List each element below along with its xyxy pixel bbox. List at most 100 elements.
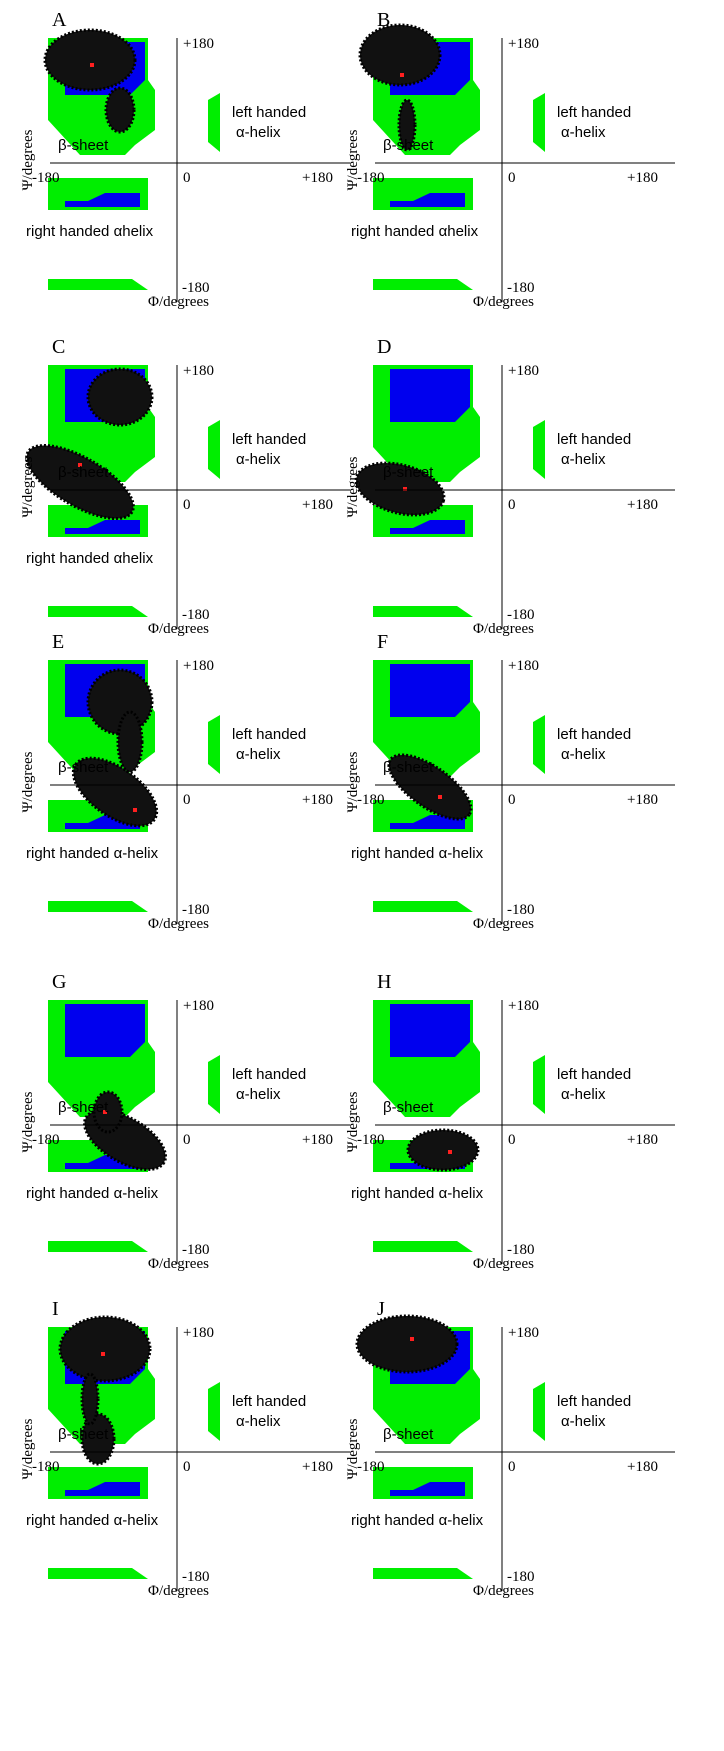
y-axis-title: Ψ/degrees xyxy=(20,1418,36,1479)
point-cloud xyxy=(354,461,446,517)
point-cloud xyxy=(104,86,136,134)
panel-label: H xyxy=(377,971,391,993)
y-axis-title: Ψ/degrees xyxy=(20,751,36,812)
psi-top: +180 xyxy=(508,1325,539,1341)
phi-right: +180 xyxy=(302,497,333,513)
left-helix-label: α-helix xyxy=(561,451,606,468)
bottom-region xyxy=(48,606,148,617)
left-helix-region xyxy=(208,715,220,774)
phi-right: +180 xyxy=(627,170,658,186)
y-axis-title: Ψ/degrees xyxy=(345,129,361,190)
ramachandran-panel: A+180-180 0 +180-180Φ/degreesΨ/degreesleft… xyxy=(20,9,350,310)
psi-bottom: -180 xyxy=(182,1569,210,1585)
left-helix-label: left handed xyxy=(232,726,306,743)
right-helix-label: right handed α-helix xyxy=(26,845,159,862)
right-helix-label: right handed α-helix xyxy=(26,1512,159,1529)
phi-right: +180 xyxy=(302,1132,333,1148)
phi-left: -180 xyxy=(357,1459,385,1475)
right-helix-label: right handed αhelix xyxy=(26,550,154,567)
phi-right: +180 xyxy=(302,792,333,808)
beta-region-core xyxy=(65,1004,145,1057)
psi-top: +180 xyxy=(183,1325,214,1341)
panel-label: F xyxy=(377,631,388,653)
mean-point xyxy=(410,1337,414,1341)
left-helix-region xyxy=(533,1055,545,1114)
bottom-region xyxy=(48,1568,148,1579)
left-helix-region xyxy=(533,715,545,774)
beta-region-core xyxy=(390,1004,470,1057)
right-helix-label: right handed αhelix xyxy=(26,223,154,240)
psi-top: +180 xyxy=(183,363,214,379)
ramachandran-panel: B+180-180 0 +180-180Φ/degreesΨ/degreesleft… xyxy=(345,9,675,310)
bottom-region xyxy=(373,1241,473,1252)
mean-point xyxy=(78,463,82,467)
right-helix-label: right handed α-helix xyxy=(351,1185,484,1202)
right-helix-label: right handed α-helix xyxy=(351,845,484,862)
phi-right: +180 xyxy=(302,1459,333,1475)
mean-point xyxy=(103,1110,107,1114)
point-cloud xyxy=(397,98,417,152)
psi-top: +180 xyxy=(508,363,539,379)
ramachandran-panel: H+180-180 0 +180-180Φ/degreesΨ/degreesleft… xyxy=(345,971,675,1272)
psi-bottom: -180 xyxy=(182,280,210,296)
phi-left: -180 xyxy=(32,1459,60,1475)
mean-point xyxy=(448,1150,452,1154)
beta-label: β-sheet xyxy=(383,1099,434,1116)
ramachandran-panel: J+180-180 0 +180-180Φ/degreesΨ/degreesleft… xyxy=(345,1298,675,1599)
y-axis-title: Ψ/degrees xyxy=(20,1091,36,1152)
beta-label: β-sheet xyxy=(58,1099,109,1116)
mean-point xyxy=(400,73,404,77)
left-helix-region xyxy=(533,420,545,479)
bottom-region xyxy=(373,606,473,617)
beta-region-core xyxy=(390,369,470,422)
phi-left: -180 xyxy=(357,170,385,186)
left-helix-label: α-helix xyxy=(236,124,281,141)
right-helix-label: right handed αhelix xyxy=(351,223,479,240)
left-helix-region xyxy=(208,1055,220,1114)
point-cloud xyxy=(116,710,144,774)
bottom-region xyxy=(48,279,148,290)
point-cloud xyxy=(58,1315,152,1383)
y-axis-title: Ψ/degrees xyxy=(345,1091,361,1152)
left-helix-label: α-helix xyxy=(236,451,281,468)
psi-top: +180 xyxy=(183,36,214,52)
mean-point xyxy=(101,1352,105,1356)
left-helix-label: α-helix xyxy=(236,1413,281,1430)
mean-point xyxy=(403,487,407,491)
psi-top: +180 xyxy=(183,998,214,1014)
alpha-region-core xyxy=(65,520,140,534)
psi-bottom: -180 xyxy=(182,1242,210,1258)
phi-left: -180 xyxy=(357,1132,385,1148)
bottom-region xyxy=(373,1568,473,1579)
point-cloud xyxy=(80,1372,100,1426)
origin-label: 0 xyxy=(183,1132,191,1148)
origin-label: 0 xyxy=(183,792,191,808)
panel-label: E xyxy=(52,631,64,653)
psi-bottom: -180 xyxy=(182,607,210,623)
psi-top: +180 xyxy=(508,658,539,674)
point-cloud xyxy=(86,668,154,736)
point-cloud xyxy=(92,1090,124,1134)
psi-top: +180 xyxy=(508,36,539,52)
origin-label: 0 xyxy=(508,792,516,808)
psi-bottom: -180 xyxy=(507,1569,535,1585)
left-helix-region xyxy=(208,1382,220,1441)
left-helix-region xyxy=(208,420,220,479)
left-helix-label: left handed xyxy=(232,431,306,448)
alpha-region-core xyxy=(65,1482,140,1496)
y-axis-title: Ψ/degrees xyxy=(345,751,361,812)
left-helix-label: α-helix xyxy=(561,746,606,763)
alpha-region-core xyxy=(390,193,465,207)
point-cloud xyxy=(25,444,135,520)
psi-bottom: -180 xyxy=(507,1242,535,1258)
left-helix-region xyxy=(208,93,220,152)
psi-top: +180 xyxy=(183,658,214,674)
beta-region-core xyxy=(390,664,470,717)
beta-label: β-sheet xyxy=(383,759,434,776)
left-helix-label: left handed xyxy=(557,726,631,743)
psi-bottom: -180 xyxy=(182,902,210,918)
y-axis-title: Ψ/degrees xyxy=(20,456,36,517)
phi-right: +180 xyxy=(627,1459,658,1475)
